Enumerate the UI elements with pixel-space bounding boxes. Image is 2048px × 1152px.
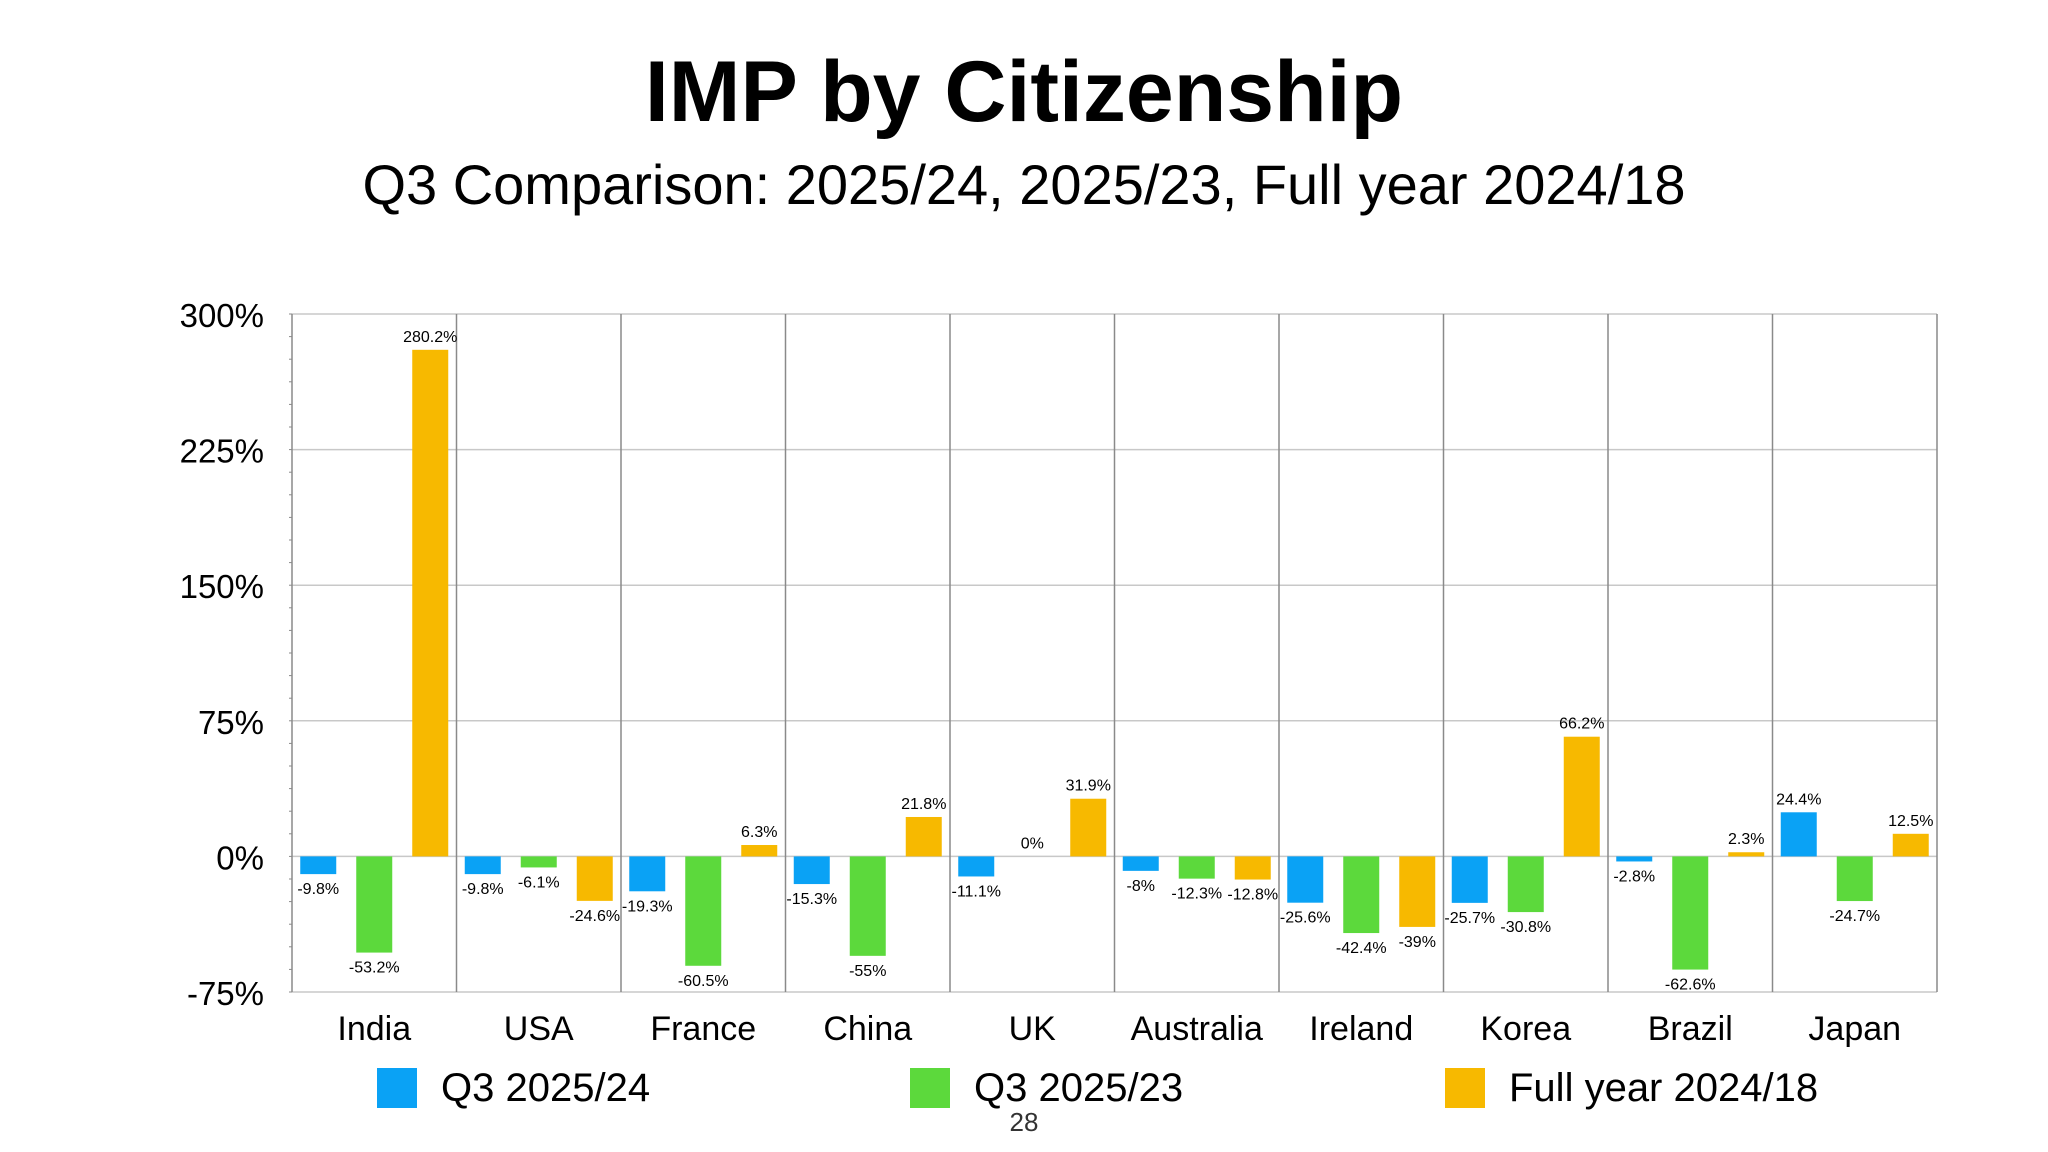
x-tick-label: India <box>337 1010 411 1048</box>
data-label: -15.3% <box>786 891 837 908</box>
x-tick-label: UK <box>1009 1010 1057 1048</box>
legend-label-q3-2025-24: Q3 2025/24 <box>441 1065 651 1110</box>
bar <box>1892 833 1929 857</box>
data-label: -9.8% <box>297 881 339 898</box>
legend-item-q3-2025-24: Q3 2025/24 <box>377 1060 650 1116</box>
data-label: -30.8% <box>1500 919 1551 936</box>
y-tick-label: 75% <box>198 704 264 741</box>
x-tick-label: Ireland <box>1309 1010 1413 1048</box>
bar <box>1178 856 1215 879</box>
bar <box>958 856 995 877</box>
data-label: 24.4% <box>1776 791 1821 808</box>
bar <box>412 349 449 857</box>
x-tick-label: USA <box>504 1010 574 1048</box>
legend-swatch-q3-2025-24 <box>377 1068 417 1108</box>
bar <box>356 856 393 953</box>
legend-label-full-year-2024-18: Full year 2024/18 <box>1509 1065 1819 1110</box>
x-tick-label: Korea <box>1480 1010 1571 1048</box>
data-label: -24.7% <box>1829 908 1880 925</box>
x-tick-label: Brazil <box>1648 1010 1733 1048</box>
data-label: 66.2% <box>1559 716 1604 733</box>
bar <box>905 816 942 857</box>
data-label: -19.3% <box>622 898 673 915</box>
x-tick-label: China <box>823 1010 912 1048</box>
x-tick-label: France <box>650 1010 756 1048</box>
data-label: -12.3% <box>1171 886 1222 903</box>
bar <box>464 856 501 875</box>
data-label: -25.7% <box>1444 910 1495 927</box>
data-label: -42.4% <box>1336 940 1387 957</box>
data-label: -24.6% <box>569 908 620 925</box>
bar <box>1728 852 1765 857</box>
bar <box>1563 736 1600 857</box>
data-label: 12.5% <box>1888 813 1933 830</box>
bar <box>1451 856 1488 903</box>
data-label: -2.8% <box>1613 868 1655 885</box>
data-label: -62.6% <box>1665 977 1716 994</box>
bar <box>629 856 666 892</box>
bar <box>793 856 830 885</box>
bar <box>1070 798 1107 857</box>
bar <box>1234 856 1271 880</box>
bar <box>1343 856 1380 934</box>
bar <box>1507 856 1544 913</box>
y-tick-label: 225% <box>180 433 264 470</box>
y-tick-label: 150% <box>180 568 264 605</box>
data-label: -55% <box>849 963 886 980</box>
legend-item-q3-2025-23: Q3 2025/23 <box>910 1060 1183 1116</box>
bar <box>1672 856 1709 970</box>
data-label: 6.3% <box>741 824 777 841</box>
legend-label-q3-2025-23: Q3 2025/23 <box>974 1065 1184 1110</box>
y-tick-label: 0% <box>216 839 264 876</box>
bar <box>741 845 778 857</box>
chart-subtitle: Q3 Comparison: 2025/24, 2025/23, Full ye… <box>362 153 1686 216</box>
data-label: -6.1% <box>518 874 560 891</box>
bar <box>1122 856 1159 871</box>
data-label: 2.3% <box>1728 831 1764 848</box>
bar <box>1287 856 1324 903</box>
legend-swatch-full-year-2024-18 <box>1445 1068 1485 1108</box>
legend-item-full-year-2024-18: Full year 2024/18 <box>1445 1060 1818 1116</box>
page-number: 28 <box>1009 1107 1039 1137</box>
bar <box>520 856 557 868</box>
bar <box>1836 856 1873 902</box>
data-label: 280.2% <box>403 329 457 346</box>
y-tick-label: 300% <box>180 297 264 334</box>
bar <box>685 856 722 966</box>
data-label: 0% <box>1021 835 1044 852</box>
data-label: -11.1% <box>951 883 1001 900</box>
data-label: -25.6% <box>1280 910 1331 927</box>
bar <box>1616 856 1653 862</box>
data-label: -53.2% <box>349 960 400 977</box>
bar <box>1780 812 1817 857</box>
data-label: 21.8% <box>901 796 946 813</box>
data-label: -9.8% <box>462 881 504 898</box>
bar <box>1399 856 1436 927</box>
data-label: -60.5% <box>678 973 729 990</box>
data-label: -39% <box>1399 934 1436 951</box>
bar <box>576 856 613 901</box>
x-tick-label: Japan <box>1808 1010 1901 1048</box>
chart-title: IMP by Citizenship <box>644 44 1404 140</box>
legend-swatch-q3-2025-23 <box>910 1068 950 1108</box>
y-tick-label: -75% <box>187 975 264 1012</box>
data-label: -12.8% <box>1227 887 1278 904</box>
bar <box>300 856 337 875</box>
bar <box>849 856 886 956</box>
x-tick-label: Australia <box>1131 1010 1263 1048</box>
data-label: -8% <box>1127 878 1155 895</box>
data-label: 31.9% <box>1066 778 1111 795</box>
